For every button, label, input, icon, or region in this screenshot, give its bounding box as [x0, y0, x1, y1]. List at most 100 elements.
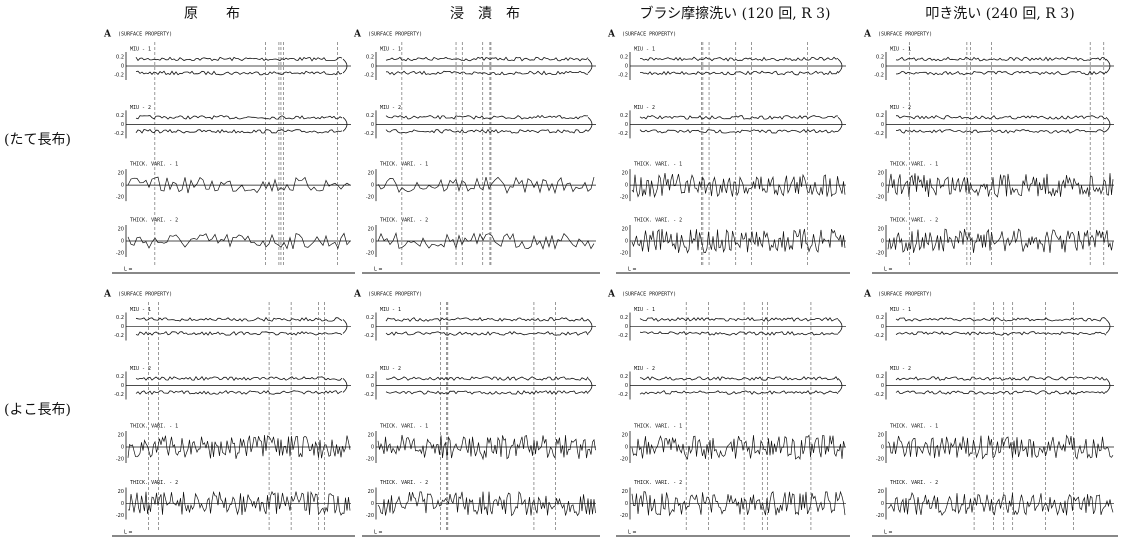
trace: [127, 490, 351, 516]
trace-label: THICK. VARI. - 2: [634, 217, 682, 223]
trace-label: MIU - 1: [890, 307, 911, 313]
tick-label: 0: [371, 238, 374, 244]
tick-label: -20: [876, 195, 884, 201]
trace-label: THICK. VARI. - 2: [634, 480, 682, 486]
trace: [377, 434, 596, 461]
trace: [377, 491, 596, 517]
trace-label: THICK. VARI. - 1: [634, 423, 682, 429]
trace-label: MIU - 2: [890, 105, 911, 111]
panel-letter: A: [607, 30, 616, 40]
tick-label: 0: [371, 122, 374, 128]
trace: [377, 176, 595, 195]
tick-label: 0: [881, 324, 884, 330]
tick-label: 20: [622, 489, 628, 495]
trace: [895, 129, 1107, 134]
footer-label: L =: [628, 530, 637, 536]
trace: [887, 492, 1114, 516]
tick-label: 0: [881, 122, 884, 128]
trace: [127, 434, 351, 459]
tick-label: 0: [121, 183, 124, 189]
tick-label: 0.2: [116, 374, 124, 380]
panel-heading: (SURFACE PROPERTY): [118, 292, 172, 298]
trace: [377, 231, 595, 250]
tick-label: 0: [121, 64, 124, 70]
trace-label: THICK. VARI. - 1: [380, 423, 428, 429]
trace: [887, 434, 1114, 460]
trace: [631, 228, 846, 254]
tick-label: -0.2: [364, 333, 374, 339]
band-end: [1105, 58, 1111, 74]
tick-label: 0.2: [116, 55, 124, 61]
footer-label: L =: [124, 530, 133, 536]
trace: [135, 375, 343, 381]
tick-label: -0.2: [114, 131, 124, 137]
trace: [385, 70, 589, 76]
footer-label: L =: [124, 267, 133, 273]
tick-label: 0.2: [620, 55, 628, 61]
tick-label: -0.2: [364, 131, 374, 137]
tick-label: 0: [121, 444, 124, 450]
row-label: (たて長布): [4, 132, 71, 148]
tick-label: 20: [622, 226, 628, 232]
tick-label: -0.2: [874, 392, 884, 398]
band-end: [587, 378, 593, 393]
tick-label: 0.2: [116, 315, 124, 321]
trace: [631, 490, 846, 517]
tick-label: 20: [368, 171, 374, 177]
tick-label: -0.2: [874, 73, 884, 79]
tick-label: 20: [878, 226, 884, 232]
trace: [639, 70, 839, 76]
trace-label: MIU - 1: [130, 47, 151, 53]
trace: [639, 115, 839, 120]
band-end: [837, 319, 843, 334]
trace-label: MIU - 1: [890, 47, 911, 53]
trace-label: THICK. VARI. - 1: [130, 423, 178, 429]
trace: [135, 128, 343, 134]
footer-label: L =: [628, 267, 637, 273]
trace: [895, 115, 1107, 120]
tick-label: 20: [368, 489, 374, 495]
tick-label: -20: [116, 195, 124, 201]
trace-label: THICK. VARI. - 2: [130, 217, 178, 223]
tick-label: 0.2: [366, 55, 374, 61]
tick-label: 0: [371, 324, 374, 330]
trace: [639, 316, 839, 322]
band-end: [342, 117, 348, 132]
tick-label: 0: [625, 183, 628, 189]
trace: [887, 228, 1114, 253]
tick-label: -20: [876, 513, 884, 519]
trace-label: MIU - 2: [634, 366, 655, 372]
panel: A (SURFACE PROPERTY) MIU - 1 0.2 0 -0.2 MIU - …: [863, 290, 1118, 537]
tick-label: -0.2: [618, 333, 628, 339]
trace: [639, 129, 839, 134]
panel-letter: A: [353, 30, 362, 40]
panel-letter: A: [103, 290, 112, 300]
panel-heading: (SURFACE PROPERTY): [368, 292, 422, 298]
tick-label: 20: [118, 226, 124, 232]
panel-letter: A: [103, 30, 112, 40]
band-end: [1105, 117, 1111, 132]
tick-label: -0.2: [364, 73, 374, 79]
tick-label: 0: [121, 122, 124, 128]
trace-label: MIU - 2: [380, 105, 401, 111]
tick-label: 0: [121, 324, 124, 330]
trace: [385, 331, 589, 336]
trace: [639, 56, 839, 62]
tick-label: 0: [121, 238, 124, 244]
tick-label: -0.2: [618, 131, 628, 137]
trace-label: THICK. VARI. - 2: [890, 217, 938, 223]
tick-label: 0: [625, 383, 628, 389]
band-end: [1105, 378, 1111, 393]
band-end: [1105, 319, 1111, 334]
band-end: [837, 117, 843, 132]
panel: A (SURFACE PROPERTY) MIU - 1 0.2 0 -0.2 MIU - …: [607, 30, 850, 274]
trace: [135, 70, 343, 76]
trace: [135, 390, 343, 395]
tick-label: -20: [116, 456, 124, 462]
trace: [385, 56, 589, 62]
panel-heading: (SURFACE PROPERTY): [622, 32, 676, 38]
tick-label: -20: [116, 250, 124, 256]
tick-label: 0.2: [620, 315, 628, 321]
tick-label: 0: [881, 501, 884, 507]
trace: [127, 176, 351, 194]
